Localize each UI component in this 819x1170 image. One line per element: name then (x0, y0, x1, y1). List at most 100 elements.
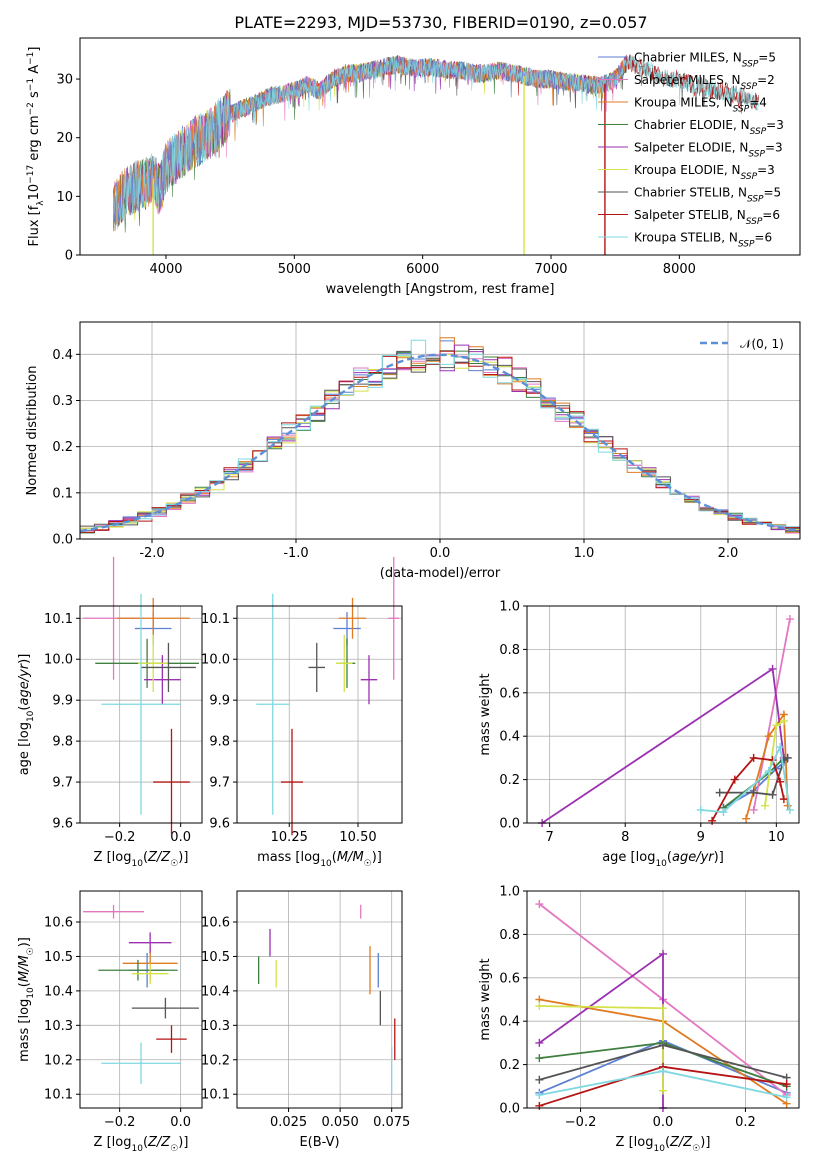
y-tick-label: 10.0 (44, 653, 73, 668)
weight-marker (659, 1041, 667, 1050)
weight-marker (776, 743, 785, 752)
weight-vs-age-panel: 7 8 9 10 0.0 0.2 0.4 0.6 0.8 1.0 age [log10(age/yr… (478, 600, 800, 869)
weight-marker (659, 1004, 667, 1013)
weight-marker (730, 775, 739, 784)
y-axis-label: Flux [fλ10−17 erg cm−2 s−1 A−1] (26, 47, 46, 247)
x-tick-label: 0.2 (735, 1115, 756, 1130)
weight-marker (696, 805, 705, 814)
y-tick-label: 9.9 (52, 694, 73, 709)
y-tick-label: 0.6 (499, 686, 520, 701)
x-axis-label: wavelength [Angstrom, rest frame] (326, 282, 555, 297)
x-tick-label: 0.0 (170, 1115, 191, 1130)
weight-marker (764, 732, 773, 741)
y-tick-label: 10.4 (201, 984, 230, 999)
x-tick-label: -2.0 (139, 546, 164, 561)
axes-frame (79, 37, 801, 256)
weight-marker (535, 1002, 544, 1011)
axes-frame (236, 890, 403, 1109)
y-tick-label: 10 (56, 190, 73, 205)
x-tick-label: 8 (621, 830, 629, 845)
x-tick-label: 2.0 (718, 546, 739, 561)
x-axis-label: E(B-V) (299, 1135, 339, 1150)
weight-marker (749, 788, 758, 797)
weight-marker (785, 615, 794, 624)
y-tick-label: 0.0 (499, 817, 520, 832)
y-tick-label: 0.8 (499, 643, 520, 658)
weight-marker (779, 717, 788, 726)
weight-marker (659, 1067, 667, 1076)
weight-marker (749, 753, 758, 762)
mass-vs-metallicity-panel: −0.2 0.0 10.1 10.2 10.3 10.4 10.5 10.6 Z [log10(… (17, 890, 203, 1154)
x-tick-label: 0.0 (653, 1115, 674, 1130)
x-tick-label: 10.50 (339, 830, 376, 845)
y-axis-label: age [log10(age/yr)] (17, 654, 36, 776)
x-tick-label: 0.0 (430, 546, 451, 561)
x-tick-label: 10.25 (271, 830, 308, 845)
x-axis-label: (data-model)/error (380, 566, 501, 581)
spectrum-line (113, 55, 759, 229)
y-axis-label: Normed distribution (25, 366, 40, 496)
y-tick-label: 1.0 (499, 885, 520, 900)
y-tick-label: 10.1 (44, 1088, 73, 1103)
y-axis-label: mass weight (478, 958, 493, 1040)
weight-marker (719, 808, 728, 817)
x-tick-label: 0.050 (322, 1115, 359, 1130)
weight-marker (782, 1080, 791, 1089)
x-axis-label: Z [log10(Z/Z☉)] (94, 1135, 189, 1154)
x-tick-label: 5000 (278, 262, 311, 277)
weight-marker (749, 805, 758, 814)
x-tick-label: 4000 (149, 262, 182, 277)
weight-marker (742, 814, 751, 823)
x-tick-label: 7 (546, 830, 554, 845)
y-tick-label: 10.1 (44, 612, 73, 627)
y-tick-label: 9.7 (52, 776, 73, 791)
y-tick-label: 0.6 (499, 971, 520, 986)
x-tick-label: −0.2 (104, 1115, 136, 1130)
y-tick-label: 9.9 (209, 694, 230, 709)
weight-marker (776, 777, 785, 786)
y-tick-label: 10.6 (44, 916, 73, 931)
y-tick-label: 30 (56, 73, 73, 88)
weight-marker (768, 664, 777, 673)
weight-marker (535, 1054, 544, 1063)
weight-marker (708, 816, 717, 825)
axes-frame (236, 605, 403, 824)
spectrum-panel: 4000 5000 6000 7000 8000 0 10 20 30 wavelength [A… (26, 37, 801, 297)
weight-marker (659, 949, 667, 958)
y-tick-label: 0.3 (52, 394, 73, 409)
x-tick-label: 1.0 (574, 546, 595, 561)
y-tick-label: 10.1 (201, 612, 230, 627)
weight-marker (764, 766, 773, 775)
x-axis-label: Z [log10(Z/Z☉)] (94, 850, 189, 869)
residuals-panel: -2.0 -1.0 0.0 1.0 2.0 0.0 0.1 0.2 0.3 0.4 (data-mo… (25, 321, 801, 581)
y-tick-label: 0.8 (499, 928, 520, 943)
x-tick-label: 6000 (406, 262, 439, 277)
axes-frame (79, 321, 801, 540)
y-tick-label: 0.0 (499, 1102, 520, 1117)
weight-marker (783, 753, 792, 762)
y-tick-label: 0 (65, 249, 73, 264)
y-tick-label: 9.7 (209, 776, 230, 791)
legend-label: Chabrier STELIB, NSSP=5 (634, 186, 781, 205)
weight-marker (535, 1038, 544, 1047)
x-tick-label: 0.025 (270, 1115, 307, 1130)
weight-vs-metallicity-panel: −0.2 0.0 0.2 0.0 0.2 0.4 0.6 0.8 1.0 Z [log10(Z/Z… (478, 885, 800, 1154)
x-tick-label: 0.0 (170, 830, 191, 845)
x-axis-label: age [log10(age/yr)] (602, 850, 724, 869)
x-tick-label: -1.0 (283, 546, 308, 561)
y-axis-label: mass weight (478, 673, 493, 755)
weight-marker (761, 801, 769, 810)
x-tick-label: −0.2 (104, 830, 136, 845)
y-tick-label: 9.6 (52, 817, 73, 832)
y-tick-label: 1.0 (499, 600, 520, 615)
weight-marker (535, 900, 544, 909)
y-tick-label: 0.2 (52, 440, 73, 455)
y-tick-label: 9.8 (52, 735, 73, 750)
x-axis-label: mass [log10(M/M☉)] (257, 850, 382, 869)
x-tick-label: −0.2 (565, 1115, 597, 1130)
weight-marker (659, 1086, 667, 1095)
y-tick-label: 0.4 (52, 348, 73, 363)
legend-label: Kroupa MILES, NSSP=4 (634, 96, 767, 115)
y-tick-label: 20 (56, 131, 73, 146)
